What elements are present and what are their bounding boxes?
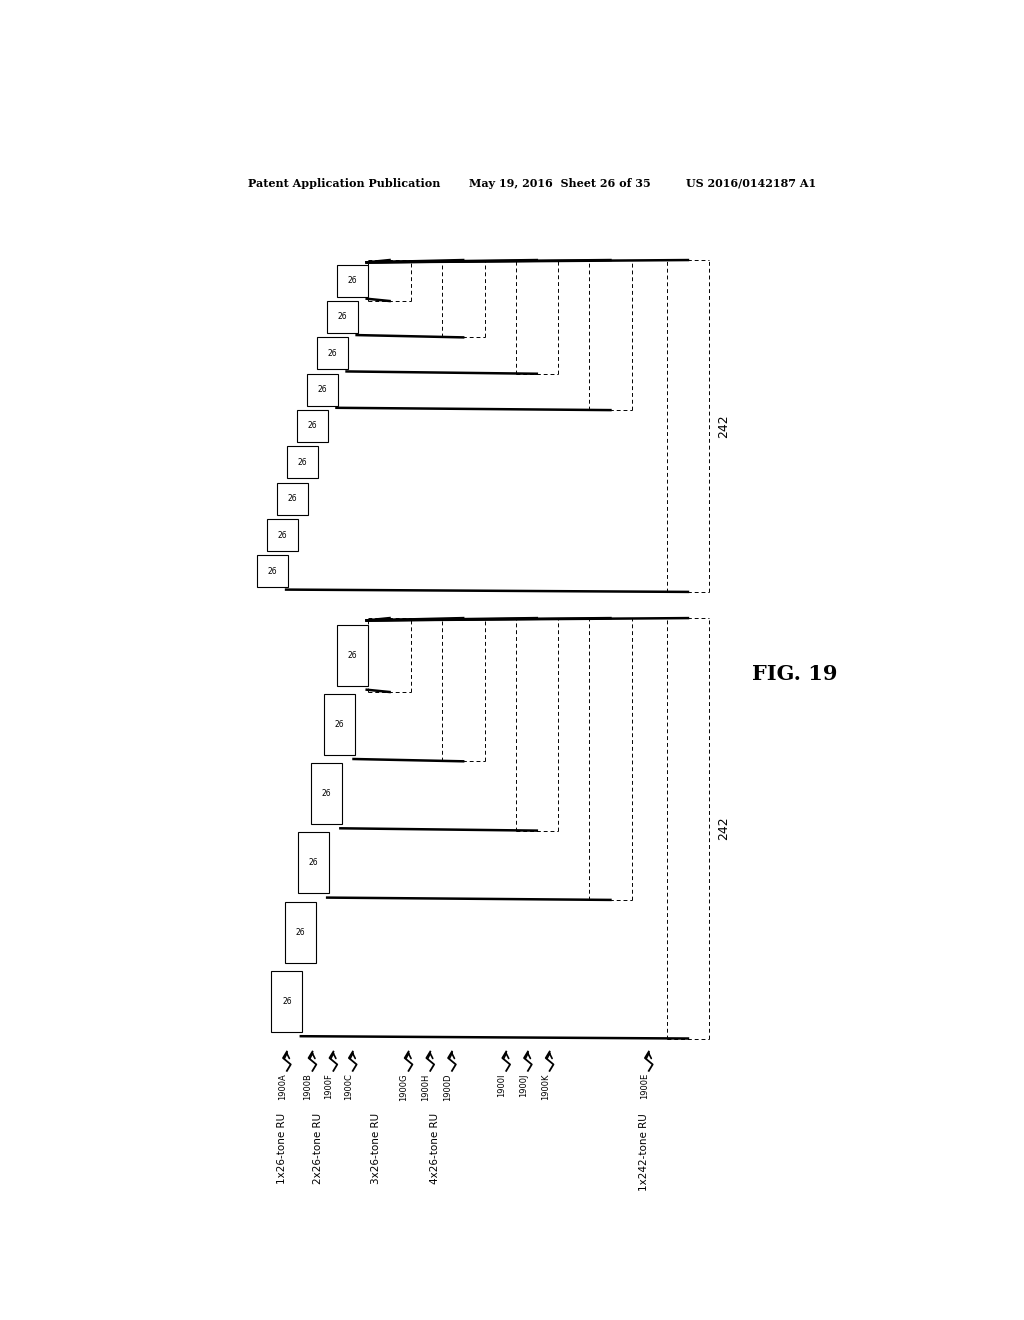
Bar (328, 301, 358, 333)
Text: 1900D: 1900D (443, 1073, 452, 1101)
Text: 1900G: 1900G (399, 1073, 409, 1101)
Text: 242: 242 (717, 414, 730, 438)
Text: 242: 242 (717, 817, 730, 840)
Text: 1900I: 1900I (498, 1073, 506, 1097)
Text: FIG. 19: FIG. 19 (752, 664, 838, 684)
Text: 3x26-tone RU: 3x26-tone RU (371, 1113, 381, 1184)
Text: 2x26-tone RU: 2x26-tone RU (313, 1113, 324, 1184)
Text: US 2016/0142187 A1: US 2016/0142187 A1 (686, 178, 816, 189)
Bar (337, 624, 369, 685)
Text: 1900B: 1900B (303, 1073, 312, 1100)
Bar (285, 902, 315, 962)
Bar (257, 556, 288, 587)
Bar (311, 763, 342, 824)
Text: 1900F: 1900F (325, 1073, 334, 1100)
Bar (337, 264, 369, 297)
Text: 1900A: 1900A (278, 1073, 287, 1100)
Text: 1900K: 1900K (541, 1073, 550, 1100)
Text: 26: 26 (338, 313, 347, 321)
Text: 26: 26 (348, 276, 357, 285)
Bar (324, 694, 355, 755)
Bar (307, 374, 338, 405)
Text: 26: 26 (288, 494, 297, 503)
Text: 26: 26 (295, 928, 305, 937)
Text: 26: 26 (298, 458, 307, 467)
Bar (317, 337, 348, 370)
Text: 1x242-tone RU: 1x242-tone RU (639, 1113, 649, 1191)
Text: 26: 26 (335, 719, 344, 729)
Text: 26: 26 (278, 531, 287, 540)
Bar (276, 483, 308, 515)
Text: 26: 26 (282, 997, 292, 1006)
Text: 26: 26 (322, 789, 331, 799)
Text: 1900C: 1900C (344, 1073, 352, 1100)
Bar (297, 411, 328, 442)
Bar (266, 519, 298, 550)
Text: 26: 26 (307, 421, 317, 430)
Bar (298, 833, 329, 894)
Text: 1900H: 1900H (421, 1073, 430, 1101)
Text: 1x26-tone RU: 1x26-tone RU (276, 1113, 287, 1184)
Text: 26: 26 (308, 858, 318, 867)
Text: 4x26-tone RU: 4x26-tone RU (430, 1113, 440, 1184)
Text: 1900J: 1900J (519, 1073, 528, 1097)
Bar (287, 446, 317, 478)
Text: 26: 26 (328, 348, 338, 358)
Text: May 19, 2016  Sheet 26 of 35: May 19, 2016 Sheet 26 of 35 (469, 178, 650, 189)
Bar (271, 972, 302, 1032)
Text: 1900E: 1900E (640, 1073, 649, 1100)
Text: 26: 26 (317, 385, 328, 395)
Text: 26: 26 (348, 651, 357, 660)
Text: 26: 26 (267, 566, 276, 576)
Text: Patent Application Publication: Patent Application Publication (248, 178, 440, 189)
